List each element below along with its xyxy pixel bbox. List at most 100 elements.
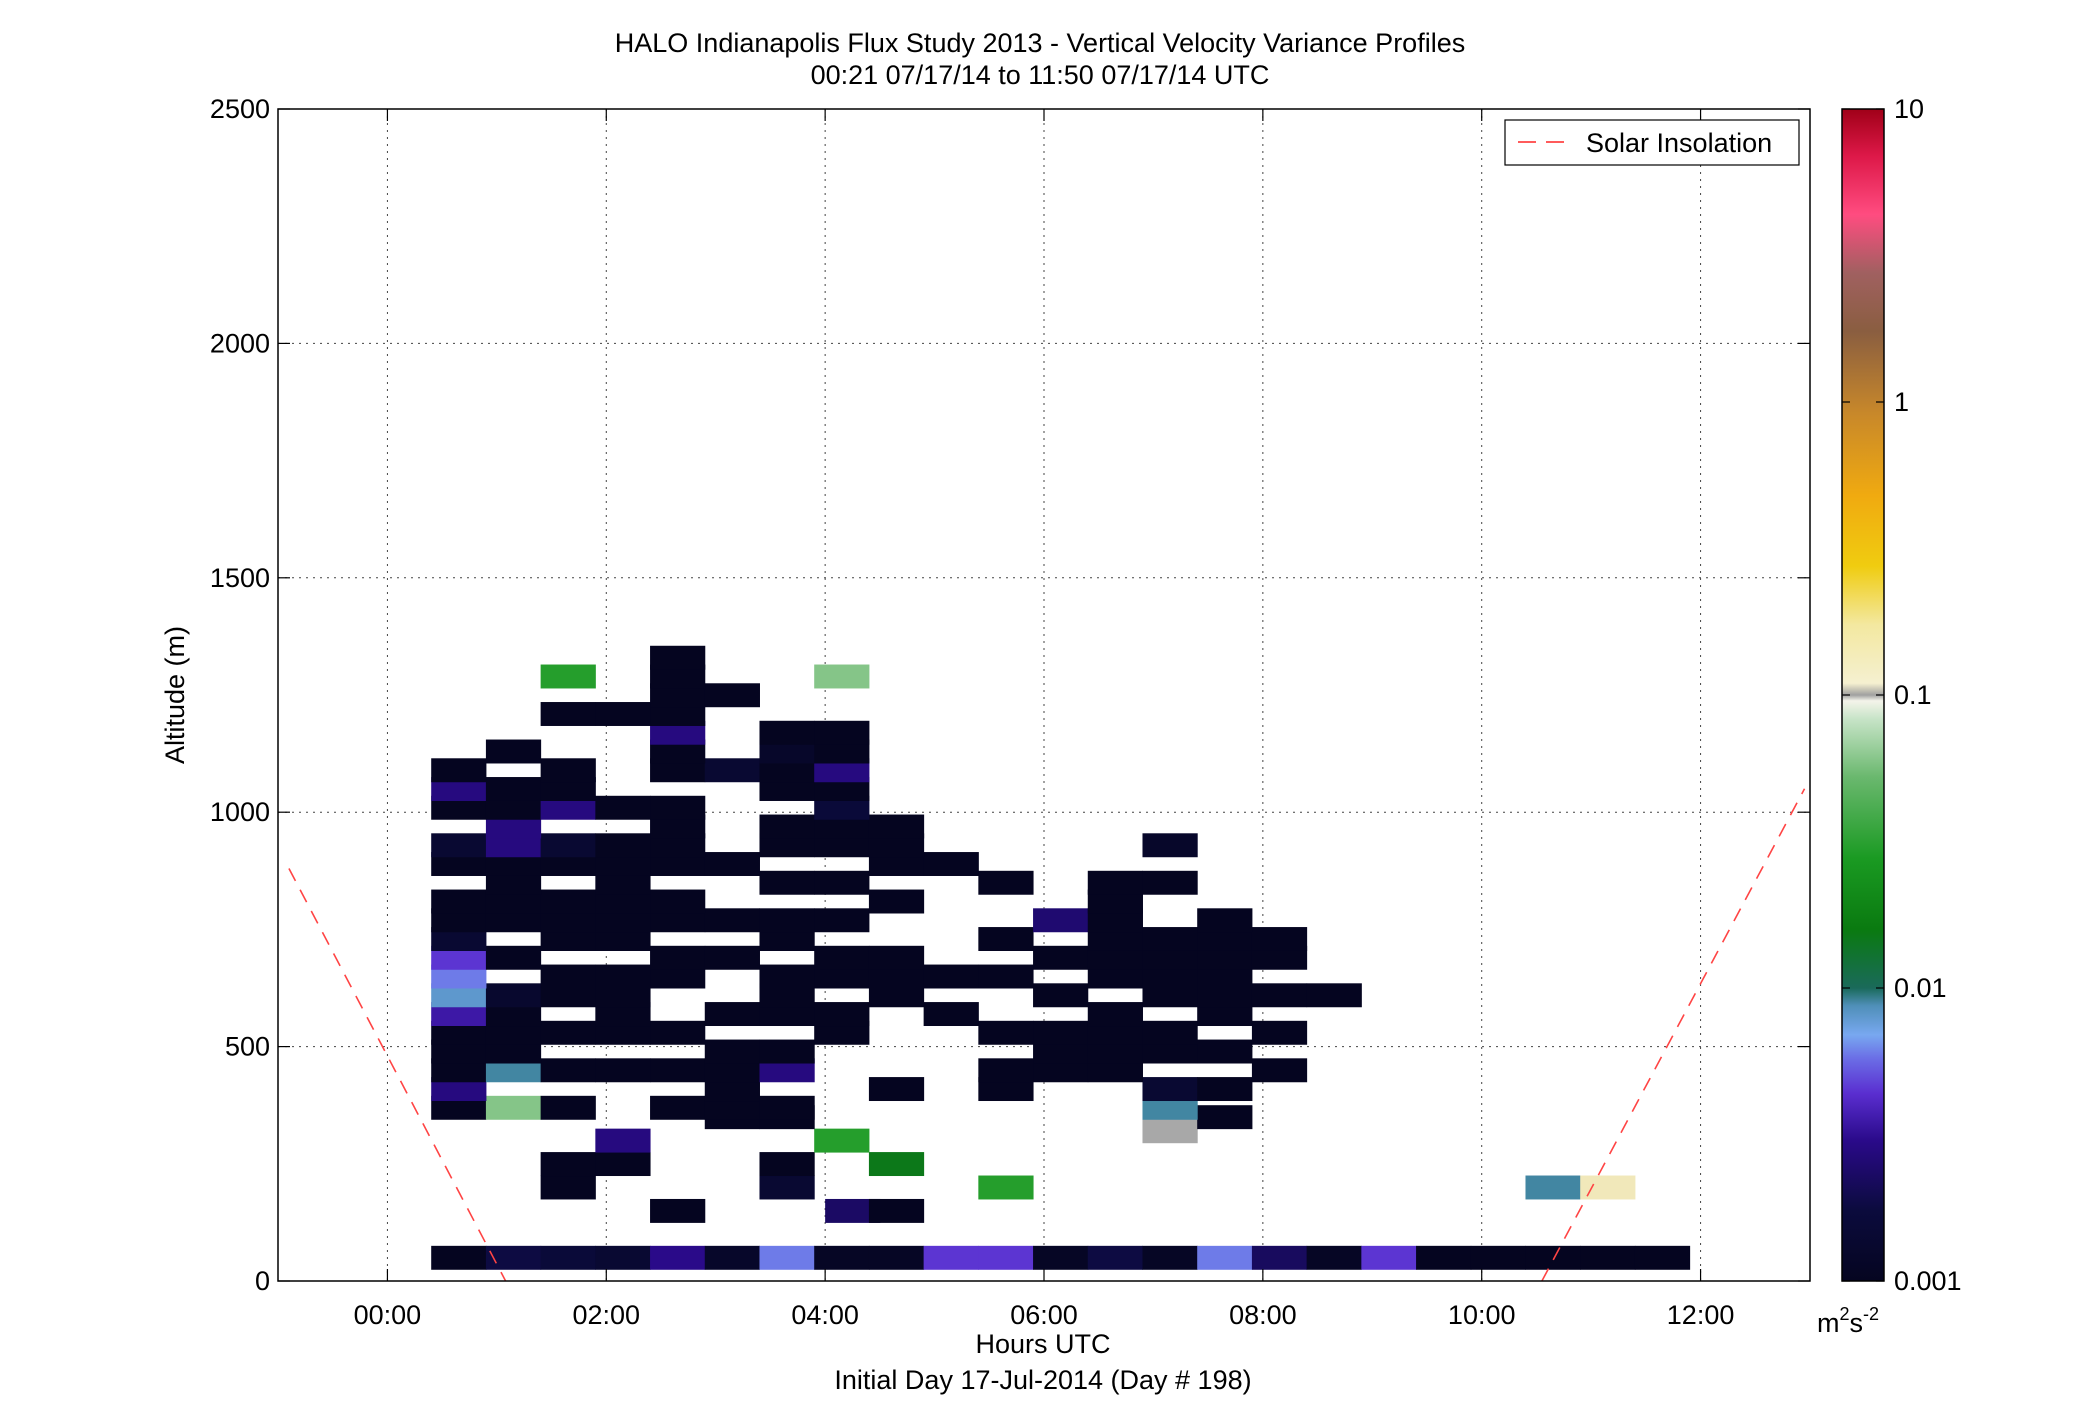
heatmap-cell-140 — [650, 908, 706, 933]
heatmap-cell-190 — [485, 777, 542, 801]
heatmap-cell-67 — [704, 1039, 760, 1064]
heatmap-cell-22 — [1634, 1245, 1691, 1270]
heatmap-cell-78 — [814, 1020, 870, 1045]
heatmap-cell-130 — [759, 927, 815, 951]
heatmap-cell-95 — [540, 983, 596, 1008]
heatmap-cell-19 — [1470, 1245, 1526, 1270]
heatmap-cell-90 — [923, 1002, 979, 1027]
heatmap-cell-63 — [1087, 1058, 1143, 1083]
heatmap-cell-56 — [540, 1058, 596, 1083]
heatmap-cell-13 — [1142, 1245, 1198, 1270]
heatmap-cell-196 — [650, 758, 706, 783]
colorbar-unit-base: m — [1817, 1308, 1840, 1338]
heatmap-cell-141 — [704, 908, 760, 933]
heatmap-cell-146 — [1197, 908, 1253, 933]
heatmap-cell-35 — [595, 1128, 651, 1153]
heatmap-cell-45 — [704, 1095, 760, 1120]
heatmap-cell-180 — [759, 814, 815, 839]
heatmap-cell-153 — [1087, 889, 1143, 914]
heatmap-cell-57 — [595, 1058, 651, 1083]
x-axis-ticks: 00:00 02:00 04:00 06:00 08:00 10:00 12:00 — [354, 109, 1734, 1330]
solar-insolation-line-right — [1541, 788, 1806, 1282]
x-axis-secondary-label: Initial Day 17-Jul-2014 (Day # 198) — [834, 1365, 1251, 1395]
heatmap-cell-87 — [704, 1002, 760, 1027]
heatmap-cell-108 — [759, 964, 815, 989]
heatmap-cell-147 — [431, 889, 487, 914]
heatmap-cell-181 — [814, 814, 870, 839]
heatmap-cell-157 — [814, 870, 870, 895]
heatmap-cell-115 — [1197, 964, 1253, 989]
x-tick-label-0: 00:00 — [354, 1300, 422, 1330]
heatmap-cell-166 — [704, 852, 760, 876]
heatmap-cell-81 — [1087, 1020, 1143, 1045]
heatmap-cell-208 — [595, 702, 651, 726]
heatmap-cell-184 — [485, 795, 542, 820]
heatmap-cell-107 — [650, 964, 706, 989]
heatmap-cell-113 — [1087, 964, 1143, 989]
heatmap-cell-54 — [431, 1058, 487, 1083]
heatmap-cell-58 — [650, 1058, 706, 1083]
y-tick-label-4: 2000 — [210, 328, 270, 358]
heatmap-cell-210 — [650, 683, 706, 708]
heatmap-cell-94 — [485, 983, 542, 1008]
heatmap-cell-44 — [650, 1095, 706, 1120]
y-tick-label-5: 2500 — [210, 94, 270, 124]
y-tick-label-0: 0 — [255, 1266, 270, 1296]
heatmap-cell-23 — [650, 1198, 706, 1223]
x-tick-label-1: 02:00 — [572, 1300, 640, 1330]
heatmap-cell-74 — [485, 1020, 542, 1045]
heatmap-cell-43 — [540, 1095, 596, 1120]
heatmap-cell-76 — [595, 1020, 651, 1045]
heatmap-cell-205 — [759, 720, 815, 745]
colorbar-unit-exponent: 2 — [1840, 1304, 1850, 1324]
heatmap-cell-143 — [814, 908, 870, 933]
heatmap-cell-154 — [485, 870, 542, 895]
heatmap-cell-152 — [868, 889, 925, 914]
heatmap-cell-155 — [595, 870, 651, 895]
heatmap-cell-162 — [485, 852, 542, 876]
solar-insolation-series — [288, 788, 1806, 1282]
heatmap-cell-174 — [759, 833, 815, 858]
heatmap-cell-61 — [978, 1058, 1034, 1083]
heatmap-cell-102 — [1251, 983, 1308, 1008]
heatmap-cell-160 — [1142, 870, 1198, 895]
heatmap-cell-134 — [1197, 927, 1253, 951]
heatmap-cell-99 — [1033, 983, 1089, 1008]
colorbar-tick-label-0: 0.001 — [1894, 1266, 1962, 1296]
heatmap-cell-137 — [485, 908, 542, 933]
heatmap-cell-96 — [595, 983, 651, 1008]
colorbar-tick-label-1: 0.01 — [1894, 973, 1947, 1003]
heatmap-cell-164 — [595, 852, 651, 876]
chart-subtitle: 00:21 07/17/14 to 11:50 07/17/14 UTC — [811, 60, 1270, 90]
x-tick-label-5: 10:00 — [1448, 1300, 1516, 1330]
heatmap-cell-32 — [595, 1152, 651, 1177]
heatmap-cell-194 — [431, 758, 487, 783]
heatmap-cell-198 — [759, 758, 815, 783]
legend-label-solar-insolation: Solar Insolation — [1586, 128, 1772, 158]
heatmap-cell-109 — [814, 964, 870, 989]
heatmap-cell-158 — [978, 870, 1034, 895]
heatmap-cell-125 — [1197, 945, 1253, 970]
heatmap-cell-124 — [1142, 945, 1198, 970]
heatmap-cell-88 — [759, 1002, 815, 1027]
heatmap-cell-215 — [650, 645, 706, 670]
heatmap-cell-49 — [704, 1077, 760, 1102]
plot-area: 00:00 02:00 04:00 06:00 08:00 10:00 12:00 0 500… — [210, 94, 1811, 1330]
heatmap-cell-8 — [868, 1245, 925, 1270]
heatmap-cell-200 — [485, 739, 542, 764]
heatmap-cell-3 — [595, 1245, 651, 1270]
heatmap-cell-151 — [650, 889, 706, 914]
heatmap-cell-97 — [759, 983, 815, 1008]
heatmap-cell-70 — [1087, 1039, 1143, 1064]
heatmap-cell-93 — [431, 983, 487, 1008]
heatmap-cell-33 — [759, 1152, 815, 1177]
heatmap-cell-75 — [540, 1020, 596, 1045]
heatmap-cell-103 — [1306, 983, 1362, 1008]
heatmap-cell-59 — [704, 1058, 760, 1083]
heatmap-cell-104 — [431, 964, 487, 989]
heatmap-cell-131 — [978, 927, 1034, 951]
heatmap-cell-112 — [978, 964, 1034, 989]
heatmap-cell-192 — [759, 777, 815, 801]
heatmap-cell-64 — [1251, 1058, 1308, 1083]
heatmap-cell-82 — [1142, 1020, 1198, 1045]
